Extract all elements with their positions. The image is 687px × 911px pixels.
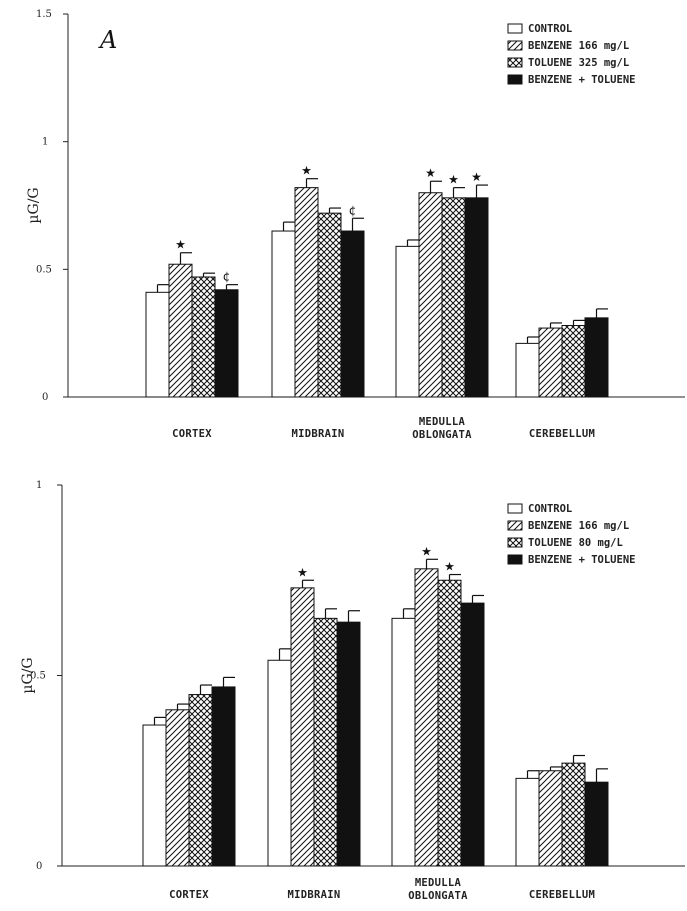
- bar: [418, 192, 443, 398]
- bar: [395, 245, 420, 398]
- panel-label: A: [98, 26, 117, 54]
- significance-marker: ★: [301, 164, 312, 178]
- y-axis-label: µG/G: [20, 657, 36, 693]
- category-label: CEREBELLUM: [529, 428, 595, 440]
- significance-marker: ★: [297, 565, 308, 579]
- bar: [211, 686, 236, 867]
- bar-group: [515, 308, 609, 398]
- legend-swatch: [507, 74, 523, 85]
- legend-entry: TOLUENE 325 mg/L: [528, 57, 629, 69]
- bar-group: ★¢: [271, 164, 365, 398]
- bar: [271, 230, 296, 398]
- legend-entry: CONTROL: [528, 503, 572, 515]
- legend-entry: BENZENE + TOLUENE: [528, 74, 635, 86]
- bar: [317, 212, 342, 398]
- bar: [145, 291, 170, 398]
- bar-group: ★★: [391, 544, 485, 867]
- bar-group: ★¢: [145, 238, 239, 398]
- bar: [165, 709, 190, 867]
- bar: [188, 694, 213, 867]
- legend-entry: TOLUENE 80 mg/L: [528, 537, 623, 549]
- bar: [561, 325, 586, 398]
- legend-entry: BENZENE 166 mg/L: [528, 40, 629, 52]
- bar: [414, 568, 439, 867]
- category-label: MIDBRAIN: [288, 889, 341, 901]
- bar: [437, 579, 462, 867]
- bar: [294, 187, 319, 398]
- bar: [340, 230, 365, 398]
- y-tick-label: 1: [42, 137, 48, 148]
- bar-group: ★ ★ ★: [395, 166, 489, 398]
- y-axis-label: µG/G: [26, 187, 42, 223]
- significance-marker: ★: [425, 166, 436, 180]
- legend-swatch: [507, 503, 523, 514]
- legend-entry: BENZENE + TOLUENE: [528, 554, 635, 566]
- significance-marker: ★: [471, 170, 482, 184]
- significance-marker: ★: [448, 173, 459, 187]
- y-tick-label: 1: [36, 480, 42, 491]
- bar: [336, 621, 361, 867]
- bar: [464, 197, 489, 398]
- legend: CONTROL BENZENE 166 mg/L TOLUENE 325 mg/L B…: [507, 23, 635, 86]
- y-tick-label: 1.5: [36, 9, 52, 20]
- bar: [584, 317, 609, 398]
- legend-swatch: [507, 554, 523, 565]
- bar: [561, 762, 586, 867]
- legend-entry: CONTROL: [528, 23, 572, 35]
- legend-swatch: [507, 520, 523, 531]
- bar: [515, 342, 540, 398]
- legend-swatch: [507, 57, 523, 68]
- y-tick-label: 0.5: [30, 671, 46, 682]
- category-label: MEDULLA OBLONGATA: [412, 416, 472, 441]
- bar: [538, 770, 563, 867]
- bar: [584, 781, 609, 867]
- bar: [214, 289, 239, 398]
- significance-marker: ¢: [349, 203, 357, 217]
- category-label: CEREBELLUM: [529, 889, 595, 901]
- category-label: CORTEX: [172, 428, 212, 440]
- bar: [313, 617, 338, 867]
- significance-marker: ★: [444, 560, 455, 574]
- bar: [515, 777, 540, 867]
- bar-group: [142, 676, 236, 867]
- bar: [538, 327, 563, 398]
- significance-marker: ★: [175, 238, 186, 252]
- bar: [441, 197, 466, 398]
- significance-marker: ★: [421, 544, 432, 558]
- bar: [391, 617, 416, 867]
- legend-swatch: [507, 40, 523, 51]
- y-tick-label: 0: [36, 861, 42, 872]
- legend-entry: BENZENE 166 mg/L: [528, 520, 629, 532]
- chart-panel-a: 00.511.5µG/GA★¢CORTEX★¢MIDBRAIN★ ★ ★MEDULL…: [26, 9, 685, 441]
- bar: [267, 659, 292, 867]
- bar: [290, 587, 315, 867]
- category-label: MEDULLA OBLONGATA: [408, 877, 468, 902]
- bar: [460, 602, 485, 867]
- legend-swatch: [507, 537, 523, 548]
- legend: CONTROL BENZENE 166 mg/L TOLUENE 80 mg/L BE…: [507, 503, 635, 566]
- bar: [191, 276, 216, 398]
- bar: [142, 724, 167, 867]
- y-tick-label: 0.5: [36, 264, 52, 275]
- bar-group: ★: [267, 565, 361, 867]
- category-label: MIDBRAIN: [292, 428, 345, 440]
- significance-marker: ¢: [223, 270, 231, 284]
- bar-group: [515, 754, 609, 867]
- y-tick-label: 0: [42, 392, 48, 403]
- category-label: CORTEX: [169, 889, 209, 901]
- bar: [168, 263, 193, 398]
- legend-swatch: [507, 23, 523, 34]
